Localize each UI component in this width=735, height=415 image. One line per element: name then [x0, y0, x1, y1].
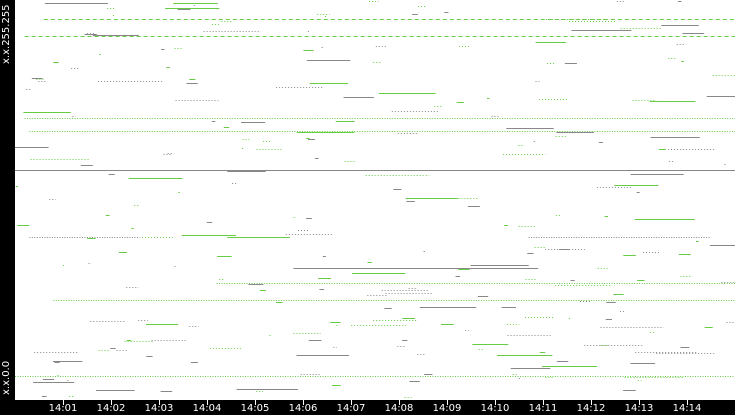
x-tick-label: 14:14 — [672, 403, 702, 414]
x-tick-label: 14:07 — [336, 403, 366, 414]
x-tick — [543, 400, 544, 405]
x-tick-label: 14:02 — [96, 403, 126, 414]
x-tick — [495, 400, 496, 405]
y-top-text: x.x.255.255 — [1, 4, 12, 64]
x-tick-label: 14:01 — [48, 403, 78, 414]
x-tick-label: 14:09 — [432, 403, 462, 414]
x-tick — [303, 400, 304, 405]
y-bottom-text: x.x.0.0 — [1, 360, 12, 395]
x-tick-label: 14:10 — [480, 403, 510, 414]
x-tick — [591, 400, 592, 405]
x-tick — [255, 400, 256, 405]
x-tick — [111, 400, 112, 405]
x-tick — [639, 400, 640, 405]
x-tick-label: 14:06 — [288, 403, 318, 414]
x-tick — [447, 400, 448, 405]
plot-area — [15, 0, 735, 400]
x-tick-label: 14:12 — [576, 403, 606, 414]
x-tick-label: 14:11 — [528, 403, 558, 414]
x-tick — [351, 400, 352, 405]
x-tick-label: 14:13 — [624, 403, 654, 414]
x-tick — [399, 400, 400, 405]
x-tick-label: 14:03 — [144, 403, 174, 414]
x-tick — [687, 400, 688, 405]
x-tick — [63, 400, 64, 405]
x-tick — [207, 400, 208, 405]
x-tick-label: 14:08 — [384, 403, 414, 414]
x-tick-label: 14:05 — [240, 403, 270, 414]
x-tick — [159, 400, 160, 405]
x-tick-label: 14:04 — [192, 403, 222, 414]
x-axis: 14:01 14:02 14:03 14:04 14:05 14:06 14:07 14:08… — [15, 400, 735, 415]
